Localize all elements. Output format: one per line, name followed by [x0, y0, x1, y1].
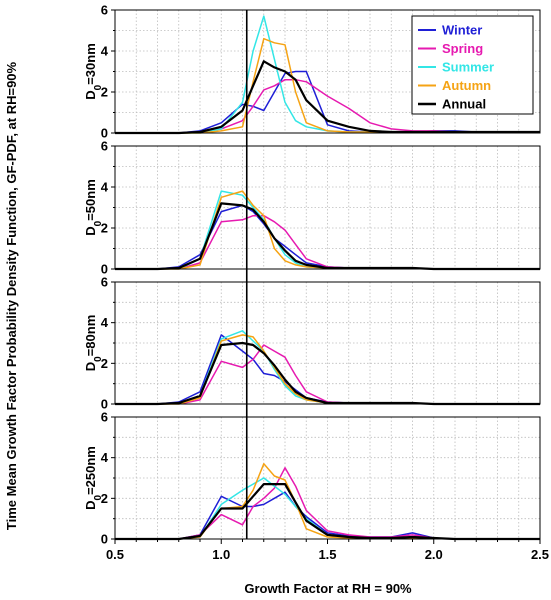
- x-tick-label: 1.5: [318, 547, 336, 562]
- series-line-spring: [115, 467, 540, 540]
- y-tick-label: 6: [101, 139, 108, 154]
- panel-label-main: D: [83, 362, 98, 371]
- x-tick-label: 0.5: [106, 547, 124, 562]
- panel-label-main: D: [83, 226, 98, 235]
- y-tick-label: 0: [101, 126, 108, 141]
- y-tick-label: 6: [101, 275, 108, 290]
- y-tick-label: 2: [101, 221, 108, 236]
- panel-label-subscript: 0: [93, 356, 104, 362]
- panel-label: D0=50nm: [83, 179, 104, 236]
- panel-label-size: =80nm: [83, 315, 98, 357]
- panels-layer: 0246D0=30nm0246D0=50nm0246D0=80nm0246D0=…: [83, 3, 541, 547]
- y-tick-label: 2: [101, 85, 108, 100]
- panel-label-subscript: 0: [93, 220, 104, 226]
- x-axis-title: Growth Factor at RH = 90%: [244, 581, 412, 596]
- legend-label-annual: Annual: [442, 97, 486, 112]
- series-line-annual: [115, 60, 540, 135]
- x-tick-label: 1.0: [212, 547, 230, 562]
- y-tick-label: 0: [101, 262, 108, 277]
- x-tick-label: 2.5: [531, 547, 549, 562]
- panel-label-subscript: 0: [93, 84, 104, 90]
- y-tick-label: 4: [101, 450, 109, 465]
- y-tick-label: 4: [101, 44, 109, 59]
- y-tick-label: 0: [101, 397, 108, 412]
- legend-label-autumn: Autumn: [442, 78, 491, 93]
- panel-label: D0=80nm: [83, 315, 104, 372]
- x-tick-label: 2.0: [425, 547, 443, 562]
- y-tick-label: 4: [101, 180, 109, 195]
- legend-label-summer: Summer: [442, 60, 494, 75]
- y-tick-label: 4: [101, 315, 109, 330]
- y-axis-title: Time Mean Growth Factor Probability Dens…: [4, 61, 19, 530]
- y-tick-label: 0: [101, 532, 108, 547]
- legend-box: [411, 15, 534, 115]
- panel-label-size: =50nm: [83, 179, 98, 221]
- legend: Winter Spring Summer Autumn Annual: [411, 15, 534, 115]
- panel-label: D0=250nm: [83, 446, 104, 510]
- legend-label-winter: Winter: [442, 23, 482, 38]
- panel-label-main: D: [83, 500, 98, 509]
- legend-label-spring: Spring: [442, 41, 483, 56]
- panel-label-size: =30nm: [83, 43, 98, 85]
- y-tick-label: 2: [101, 356, 108, 371]
- y-tick-label: 2: [101, 491, 108, 506]
- y-tick-label: 6: [101, 3, 108, 18]
- panel-label: D0=30nm: [83, 43, 104, 100]
- y-tick-label: 6: [101, 410, 108, 425]
- panel-label-main: D: [83, 90, 98, 99]
- panel-label-size: =250nm: [83, 446, 98, 495]
- x-axis: 0.5 1.0 1.5 2.0 2.5: [106, 539, 549, 562]
- panel-label-subscript: 0: [93, 494, 104, 500]
